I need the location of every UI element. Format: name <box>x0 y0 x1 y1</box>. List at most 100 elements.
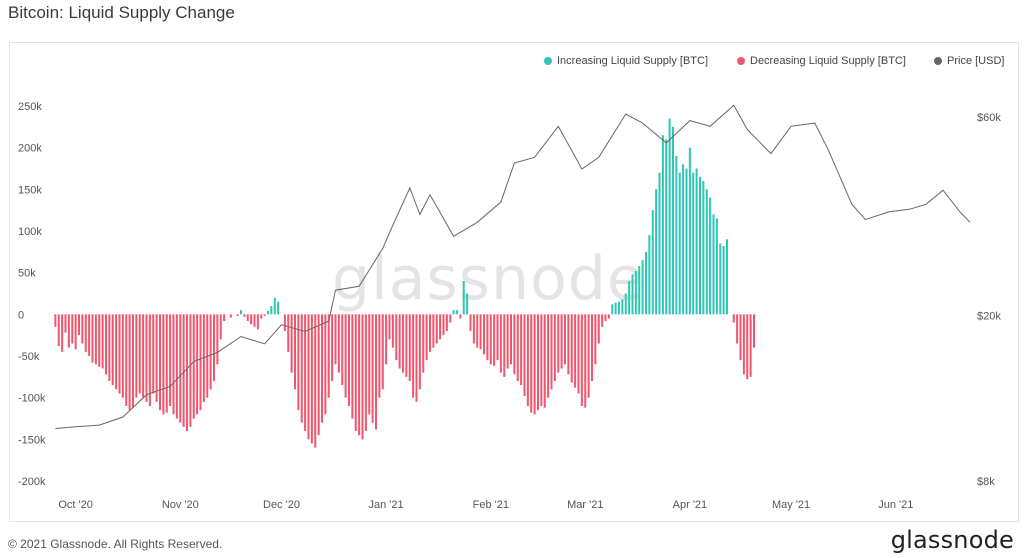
legend-item-increasing[interactable]: Increasing Liquid Supply [BTC] <box>544 55 708 67</box>
bar <box>435 314 438 344</box>
bar <box>290 314 293 373</box>
bar <box>344 314 347 398</box>
bar <box>550 314 553 390</box>
bar <box>317 314 320 436</box>
x-tick-label: Mar '21 <box>567 499 603 511</box>
bar <box>212 314 216 381</box>
bar <box>496 314 499 361</box>
bar <box>466 293 469 315</box>
y-tick-label: 50k <box>18 268 36 280</box>
bar <box>749 314 752 377</box>
bar <box>412 314 415 398</box>
legend-label-increasing: Increasing Liquid Supply [BTC] <box>557 55 709 67</box>
bar <box>698 176 702 315</box>
bar <box>631 274 634 315</box>
bar <box>621 299 624 315</box>
bar <box>709 197 712 315</box>
bar <box>287 314 290 352</box>
bar <box>300 314 303 423</box>
bar <box>584 314 587 408</box>
bar <box>486 314 489 361</box>
bar <box>675 156 678 315</box>
bar <box>493 314 496 366</box>
bar <box>250 314 253 325</box>
bar <box>658 172 661 315</box>
bar <box>570 314 573 383</box>
bar <box>513 314 516 375</box>
bar <box>560 314 563 369</box>
bar <box>273 297 276 315</box>
bar <box>449 314 452 323</box>
bar <box>702 181 705 315</box>
bar <box>695 168 698 315</box>
bar <box>601 314 604 327</box>
bar <box>216 314 219 365</box>
bar <box>520 314 523 386</box>
bar <box>452 310 455 315</box>
bar <box>746 314 749 380</box>
chart-panel <box>9 42 1019 522</box>
bar <box>111 314 114 386</box>
bar <box>395 314 398 361</box>
y-tick-label: -100k <box>18 393 46 405</box>
bar <box>509 314 513 365</box>
footer-logo[interactable]: glassnode <box>890 526 1014 554</box>
bar <box>540 314 543 406</box>
y-tick-label: 100k <box>18 226 42 238</box>
legend-label-decreasing: Decreasing Liquid Supply [BTC] <box>750 55 906 67</box>
bar <box>253 314 256 327</box>
bar <box>304 314 307 431</box>
bar <box>125 314 128 406</box>
bar <box>371 314 374 423</box>
bar <box>442 314 445 336</box>
bar <box>611 304 614 315</box>
bar <box>752 314 756 348</box>
bar <box>101 314 104 369</box>
bar <box>594 314 597 365</box>
x-tick-label: Dec '20 <box>263 499 300 511</box>
bar <box>361 314 364 440</box>
bar <box>678 172 681 315</box>
bar <box>314 314 317 448</box>
bar <box>152 314 155 394</box>
bar <box>418 314 421 390</box>
bar <box>199 314 202 411</box>
bar <box>425 314 428 361</box>
legend-item-decreasing[interactable]: Decreasing Liquid Supply [BTC] <box>737 55 906 67</box>
bar <box>732 314 735 323</box>
bar <box>722 246 725 315</box>
bar <box>661 135 664 315</box>
bar <box>523 314 526 396</box>
bar <box>536 314 540 411</box>
bar <box>736 314 739 344</box>
bar <box>422 314 425 373</box>
bar <box>347 314 351 406</box>
bar <box>401 314 405 373</box>
legend-dot-increasing <box>544 57 552 65</box>
y-tick-label: -50k <box>18 351 40 363</box>
bar <box>547 314 550 398</box>
bar <box>172 314 175 415</box>
x-tick-label: Jan '21 <box>369 499 404 511</box>
bar <box>320 314 324 423</box>
bar <box>587 314 590 398</box>
bar <box>739 314 742 361</box>
bar <box>634 271 637 315</box>
bar <box>277 301 280 315</box>
legend-item-price[interactable]: Price [USD] <box>934 55 1004 67</box>
bar <box>432 314 435 348</box>
y-tick-label: 150k <box>18 184 42 196</box>
bar <box>604 314 607 321</box>
bar <box>692 172 695 315</box>
bar <box>209 314 212 390</box>
bar <box>61 314 64 352</box>
bar <box>648 235 651 315</box>
bar <box>77 314 81 336</box>
bar <box>165 314 168 413</box>
bar <box>364 314 367 431</box>
bar <box>516 314 519 381</box>
bar <box>614 302 617 315</box>
bar <box>131 314 135 408</box>
bar <box>84 314 87 352</box>
bar-series <box>54 118 756 448</box>
